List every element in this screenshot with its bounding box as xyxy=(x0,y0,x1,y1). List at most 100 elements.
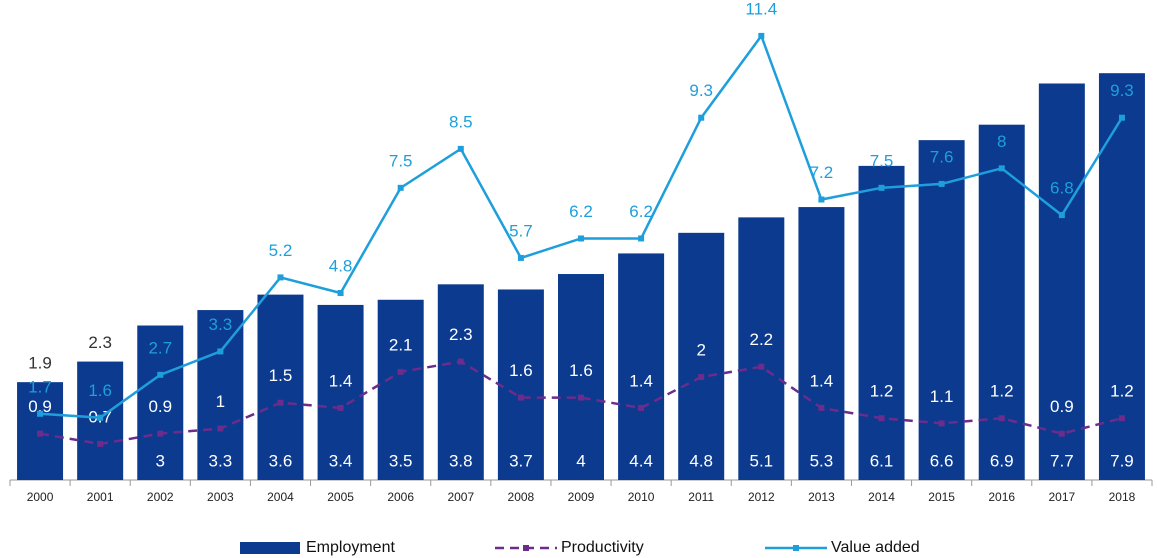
line-marker xyxy=(457,145,464,152)
bar xyxy=(858,165,905,480)
bar xyxy=(918,140,965,480)
line-marker xyxy=(277,399,284,406)
x-tick-label: 2002 xyxy=(147,490,174,504)
line-marker xyxy=(758,363,765,370)
line-value-label: 2.1 xyxy=(389,335,413,354)
line-value-label: 0.9 xyxy=(148,397,172,416)
line-value-label: 6.8 xyxy=(1050,179,1074,198)
line-value-label: 3.3 xyxy=(209,315,233,334)
x-tick-label: 2005 xyxy=(327,490,354,504)
bar-value-label: 3.6 xyxy=(269,451,293,470)
bar-value-label: 4.4 xyxy=(629,451,653,470)
x-tick-label: 2013 xyxy=(808,490,835,504)
line-marker xyxy=(1118,415,1125,422)
line-value-label: 1.2 xyxy=(1110,382,1134,401)
bar-value-label: 7.7 xyxy=(1050,451,1074,470)
x-tick-label: 2010 xyxy=(628,490,655,504)
line-marker xyxy=(698,374,705,381)
line-value-label: 1 xyxy=(216,392,225,411)
legend-label: Employment xyxy=(306,539,395,556)
line-marker xyxy=(337,404,344,411)
line-value-label: 1.6 xyxy=(569,361,593,380)
bar xyxy=(197,310,244,480)
line-value-label: 7.6 xyxy=(930,147,954,166)
bar-value-label: 3.3 xyxy=(209,451,233,470)
line-value-label: 1.4 xyxy=(629,371,653,390)
bar xyxy=(377,299,424,480)
line-marker xyxy=(998,165,1005,172)
x-tick-label: 2015 xyxy=(928,490,955,504)
legend-marker xyxy=(793,545,799,551)
line-value-label: 1.6 xyxy=(509,361,533,380)
line-marker xyxy=(698,114,705,121)
line-marker xyxy=(1058,430,1065,437)
line-marker xyxy=(578,235,584,242)
line-marker xyxy=(758,32,765,39)
line-marker xyxy=(638,404,645,411)
bar-value-label: 2.3 xyxy=(88,333,112,352)
line-value-label: 11.4 xyxy=(745,0,777,18)
line-value-label: 1.4 xyxy=(810,371,834,390)
bar-value-label: 7.9 xyxy=(1110,451,1134,470)
bar xyxy=(317,304,364,480)
line-value-label: 7.2 xyxy=(810,163,834,182)
line-marker xyxy=(1058,212,1065,219)
bar-value-label: 4.8 xyxy=(689,451,713,470)
bar xyxy=(738,217,785,480)
bar xyxy=(618,253,665,480)
line-value-label: 1.6 xyxy=(88,381,112,400)
bar-value-label: 3.5 xyxy=(389,451,413,470)
x-tick-label: 2012 xyxy=(748,490,775,504)
line-value-label: 2 xyxy=(696,340,705,359)
bar-value-label: 3.8 xyxy=(449,451,473,470)
x-tick-label: 2000 xyxy=(27,490,54,504)
line-marker xyxy=(818,404,825,411)
line-value-label: 7.5 xyxy=(870,151,894,170)
bar xyxy=(798,207,845,481)
line-value-label: 8 xyxy=(997,132,1006,151)
line-marker xyxy=(217,425,224,432)
line-value-label: 1.5 xyxy=(269,366,293,385)
line-value-label: 9.3 xyxy=(1110,81,1134,100)
bar xyxy=(437,284,484,480)
x-tick-label: 2011 xyxy=(688,490,714,504)
x-tick-label: 2008 xyxy=(508,490,535,504)
legend-label: Value added xyxy=(831,539,920,556)
line-marker xyxy=(517,394,524,401)
line-value-label: 5.2 xyxy=(269,241,293,260)
line-value-label: 1.2 xyxy=(870,382,894,401)
line-marker xyxy=(217,348,224,355)
line-marker xyxy=(157,430,164,437)
bar-value-label: 6.6 xyxy=(930,451,954,470)
line-value-label: 6.2 xyxy=(629,202,653,221)
line-value-label: 1.2 xyxy=(990,382,1014,401)
bar xyxy=(978,124,1025,481)
bar-value-label: 6.9 xyxy=(990,451,1014,470)
line-marker xyxy=(818,196,825,203)
line-marker xyxy=(1118,114,1125,121)
x-tick-label: 2001 xyxy=(87,490,114,504)
line-value-label: 1.7 xyxy=(28,377,52,396)
line-marker xyxy=(97,440,104,447)
line-marker xyxy=(397,368,404,375)
bar-value-label: 5.1 xyxy=(749,451,773,470)
line-marker xyxy=(878,415,885,422)
line-value-label: 8.5 xyxy=(449,112,473,131)
line-marker xyxy=(578,394,584,401)
line-value-label: 2.7 xyxy=(148,338,172,357)
line-value-label: 0.9 xyxy=(28,397,52,416)
bar xyxy=(257,294,304,480)
line-marker xyxy=(878,184,885,191)
x-tick-label: 2016 xyxy=(988,490,1015,504)
line-marker xyxy=(998,415,1005,422)
line-marker xyxy=(97,414,104,421)
bar-value-label: 3.4 xyxy=(329,451,353,470)
bar xyxy=(77,361,124,480)
x-tick-label: 2007 xyxy=(447,490,474,504)
legend-marker xyxy=(523,545,529,551)
line-value-label: 9.3 xyxy=(689,81,713,100)
bar-value-label: 5.3 xyxy=(810,451,834,470)
line-marker xyxy=(938,420,945,427)
line-value-label: 6.2 xyxy=(569,202,593,221)
